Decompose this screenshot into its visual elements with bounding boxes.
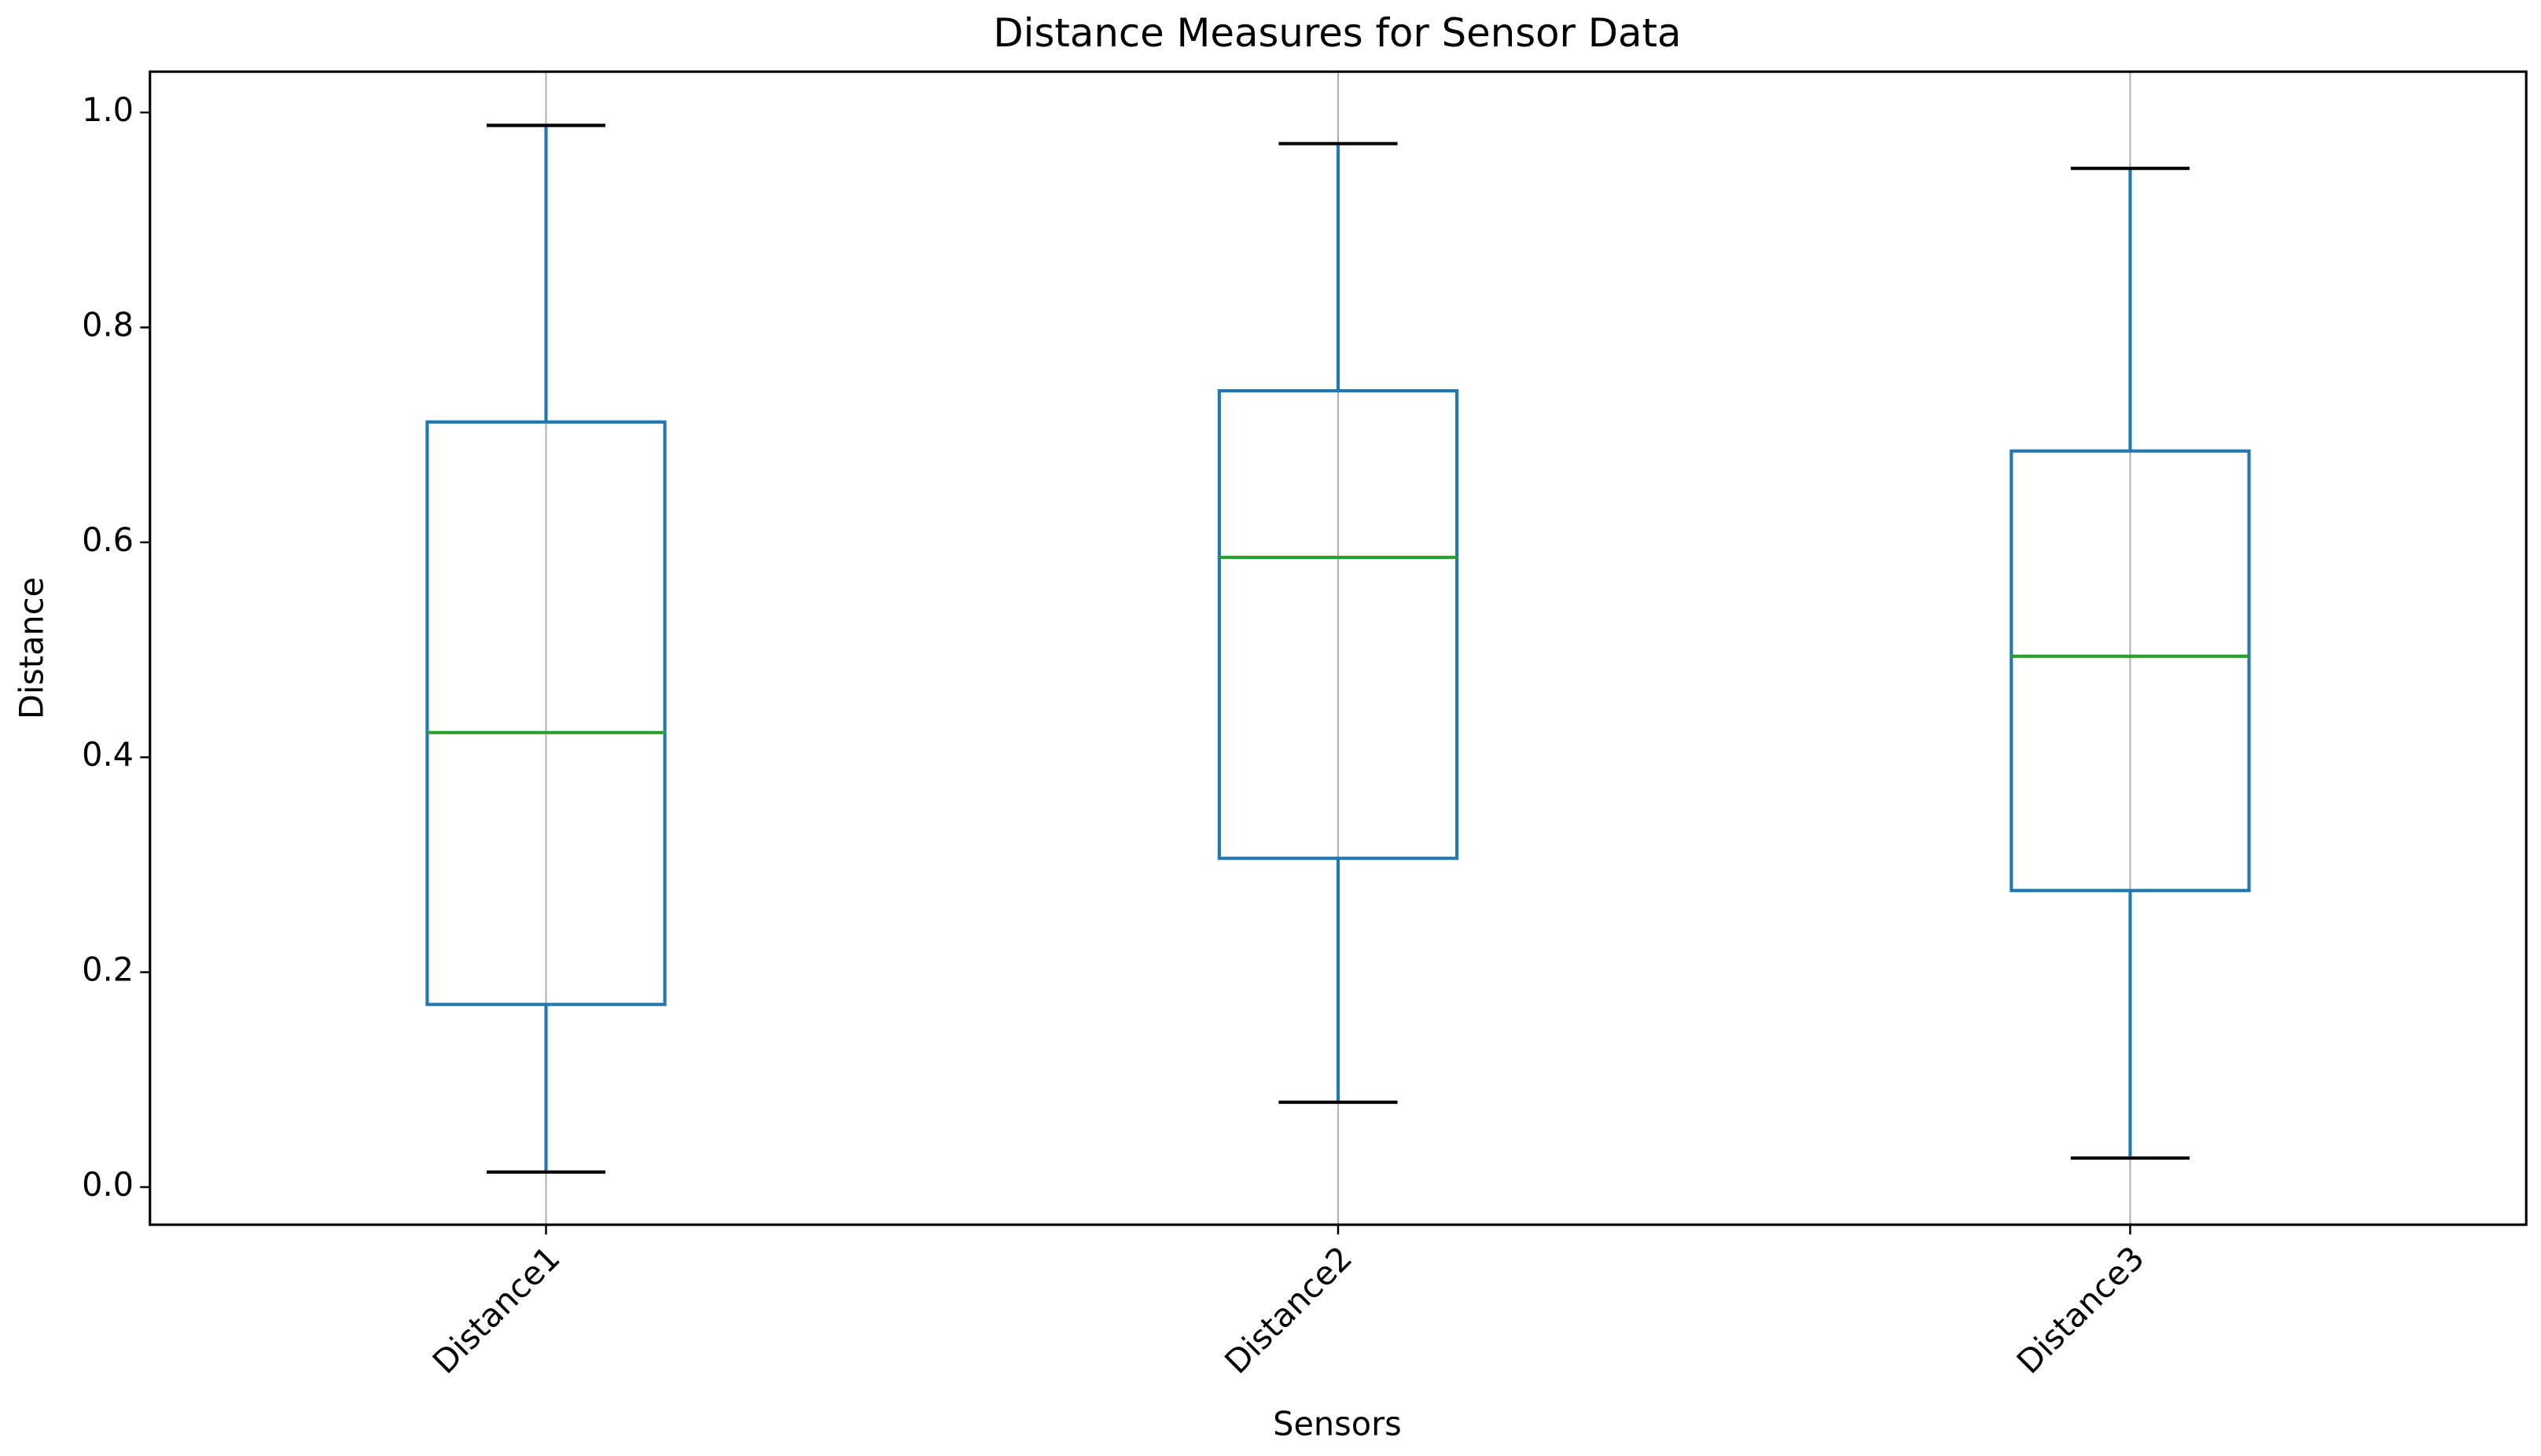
box [2010, 449, 2251, 892]
y-tick-label: 0.4 [82, 736, 134, 774]
y-tick-label: 0.0 [82, 1166, 134, 1204]
box [425, 420, 667, 1006]
y-tick-label: 1.0 [82, 91, 134, 129]
y-tick-label: 0.6 [82, 521, 134, 559]
y-axis-label: Distance [13, 577, 51, 719]
y-tick-label: 0.8 [82, 306, 134, 344]
box [1217, 389, 1459, 860]
chart-title: Distance Measures for Sensor Data [993, 10, 1681, 56]
plot-frame [149, 70, 2528, 1226]
x-axis-label: Sensors [1273, 1406, 1402, 1443]
y-tick-label: 0.2 [82, 951, 134, 989]
